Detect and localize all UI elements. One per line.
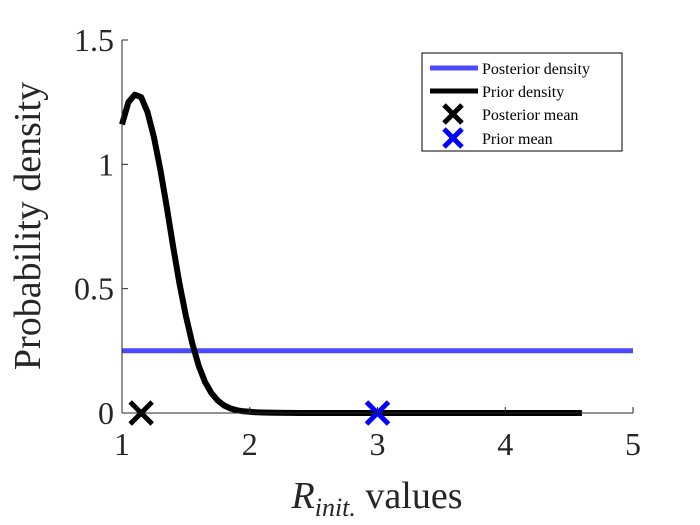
y-tick-label: 0.5 — [74, 271, 114, 307]
x-axis-label-subscript: init. — [315, 493, 356, 522]
y-tick-label: 1.5 — [74, 22, 114, 58]
x-axis-label-symbol: R — [291, 475, 315, 517]
x-tick-label: 4 — [497, 426, 513, 462]
legend-label-posterior-mean: Posterior mean — [482, 107, 578, 124]
legend-label-posterior-density: Posterior density — [482, 61, 590, 78]
x-tick-label: 1 — [114, 426, 130, 462]
axes — [121, 39, 634, 414]
x-axis-label-suffix: values — [356, 475, 463, 517]
tick-labels: 1 2 3 4 5 0 0.5 1 1.5 — [74, 22, 641, 462]
legend-swatch-prior-mean — [442, 127, 464, 149]
x-tick-label: 5 — [625, 426, 641, 462]
x-axis-label: Rinit. values — [291, 475, 463, 522]
y-tick-label: 1 — [98, 146, 114, 182]
legend-label-prior-density: Prior density — [482, 84, 564, 101]
y-axis-label: Probability density — [7, 82, 49, 370]
x-tick-label: 3 — [370, 426, 386, 462]
x-tick-label: 2 — [242, 426, 258, 462]
legend: Posterior density Prior density Posterio… — [421, 52, 623, 152]
legend-label-prior-mean: Prior mean — [482, 131, 553, 148]
y-tick-label: 0 — [98, 395, 114, 431]
legend-swatch-posterior-mean — [442, 103, 464, 125]
